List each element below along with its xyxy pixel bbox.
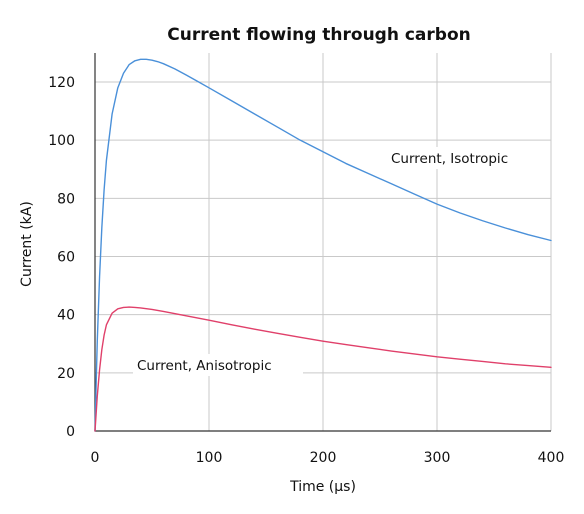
axes [94, 53, 551, 432]
y-tick-label: 120 [48, 75, 75, 91]
y-tick-label: 0 [66, 424, 75, 440]
x-tick-label: 200 [310, 450, 337, 466]
series-lines [94, 58, 552, 432]
tick-labels: 0 20 40 60 80 100 120 0 100 200 300 400 [48, 75, 564, 466]
x-tick-label: 400 [538, 450, 565, 466]
y-tick-label: 80 [57, 191, 75, 207]
chart-title: Current flowing through carbon [167, 25, 471, 45]
y-tick-label: 40 [57, 308, 75, 324]
x-tick-label: 100 [196, 450, 223, 466]
annotation-isotropic: Current, Isotropic [391, 151, 508, 167]
y-axis-label: Current (kA) [19, 201, 35, 287]
annotation-anisotropic-bg [133, 354, 303, 376]
annotation-anisotropic: Current, Anisotropic [137, 358, 272, 374]
y-tick-label: 60 [57, 250, 75, 266]
series-line-0 [94, 58, 552, 432]
x-tick-label: 0 [91, 450, 100, 466]
y-tick-label: 100 [48, 133, 75, 149]
annotation-isotropic-bg [386, 147, 532, 169]
x-tick-label: 300 [424, 450, 451, 466]
annotation-backgrounds [133, 147, 532, 376]
series-line-1 [94, 306, 552, 432]
y-tick-label: 20 [57, 366, 75, 382]
x-axis-label: Time (µs) [289, 479, 356, 495]
